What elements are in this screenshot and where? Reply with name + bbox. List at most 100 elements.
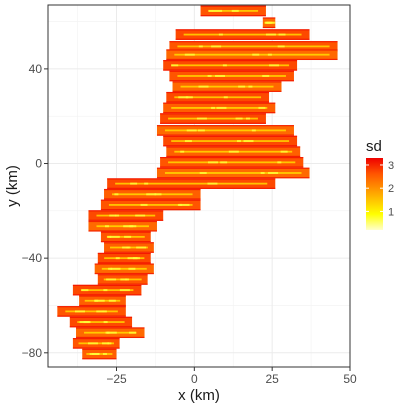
heatmap-strip [166,49,338,61]
strip-highlight [125,278,130,281]
heatmap-strip [97,274,148,285]
strip-centre [101,267,147,270]
strip-highlight [96,310,104,313]
strip-highlight [179,203,190,206]
strip-highlight [218,33,223,36]
strip-centre [96,225,149,228]
strip-highlight [129,331,137,334]
heatmap-strip [163,102,276,114]
heatmap-strip [169,70,294,82]
y-tick-label: 0 [35,157,42,171]
strip-highlight [198,85,209,88]
heatmap-strip [79,295,126,307]
strip-highlight [215,74,226,77]
strip-edge [79,295,126,297]
strip-edge [160,122,266,124]
strip-highlight [278,33,286,36]
strip-edge [97,283,148,285]
strip-highlight [267,53,272,56]
strip-edge [69,326,133,328]
strip-edge [97,262,151,264]
x-axis: −25 0 25 50 [106,367,357,386]
heatmap-strip [57,306,126,317]
strip-highlight [135,214,146,217]
strip-edge [160,113,266,115]
strip-centre [104,257,145,260]
strip-highlight [110,267,121,270]
heatmap-strip [172,81,282,92]
strip-highlight [108,267,113,270]
strip-edge [166,155,301,158]
strip-edge [100,240,151,243]
strip-highlight [260,171,265,174]
strip-highlight [102,352,107,355]
plot-border [47,4,351,368]
strip-highlight [277,161,282,164]
strip-centre [108,204,193,206]
strip-highlight [198,45,203,48]
heatmap-strip [166,146,301,158]
strip-edge [169,70,294,72]
strip-highlight [119,289,130,292]
heatmap-strip [156,167,310,179]
strip-edge [100,231,151,233]
strip-centre [115,182,268,185]
strip-highlight [122,246,130,249]
strip-edge [76,336,145,339]
legend-tick-label: 2 [388,183,394,195]
heatmap-strip [163,60,298,71]
strip-highlight [236,140,241,143]
strip-highlight [126,246,131,249]
strip-highlight [231,9,239,12]
strip-highlight [102,310,107,313]
strip-edge [172,90,282,92]
strip-highlight [180,150,185,153]
strip-highlight [248,85,253,88]
strip-edge [175,29,310,31]
strip-edge [69,316,133,318]
strip-centre [168,117,258,120]
strip-edge [163,135,298,137]
strip-highlight [109,235,120,238]
strip-highlight [251,129,256,132]
heatmap-strip [88,210,164,221]
strip-highlight [186,129,197,132]
heatmap-strip [166,91,270,103]
heatmap-strip [160,113,266,124]
strip-highlight [127,257,138,260]
heatmap-strip [200,5,266,17]
strip-edge [100,209,201,211]
strip-edge [166,91,270,94]
strip-edge [172,81,282,83]
heatmap-strip [100,199,201,211]
strip-highlight [140,203,148,206]
strip-highlight [212,9,223,12]
legend-tick-label: 3 [388,160,394,172]
heatmap-strip [94,263,154,275]
strip-highlight [123,225,134,228]
strip-highlight [104,225,109,228]
strip-highlight [124,235,132,238]
strip-edge [94,272,154,275]
strip-highlight [220,161,228,164]
x-tick-label: −25 [106,372,127,386]
heatmap-strip [72,338,120,349]
strip-edge [166,101,270,103]
heatmap-strip [69,316,133,328]
strip-edge [104,251,154,253]
strip-highlight [115,257,120,260]
strip-highlight [207,161,218,164]
y-tick-label: −80 [22,346,43,360]
strip-edge [97,274,148,276]
heatmap-strip [163,135,298,147]
x-tick-label: 50 [343,372,357,386]
heatmap-strips [57,5,338,360]
strip-edge [262,26,276,29]
strip-edge [163,102,276,104]
heatmap-strip [175,29,310,40]
strip-edge [97,252,151,255]
strip-highlight [222,64,227,67]
strip-centre [183,33,302,36]
strip-highlight [223,96,228,99]
strip-highlight [130,182,138,185]
